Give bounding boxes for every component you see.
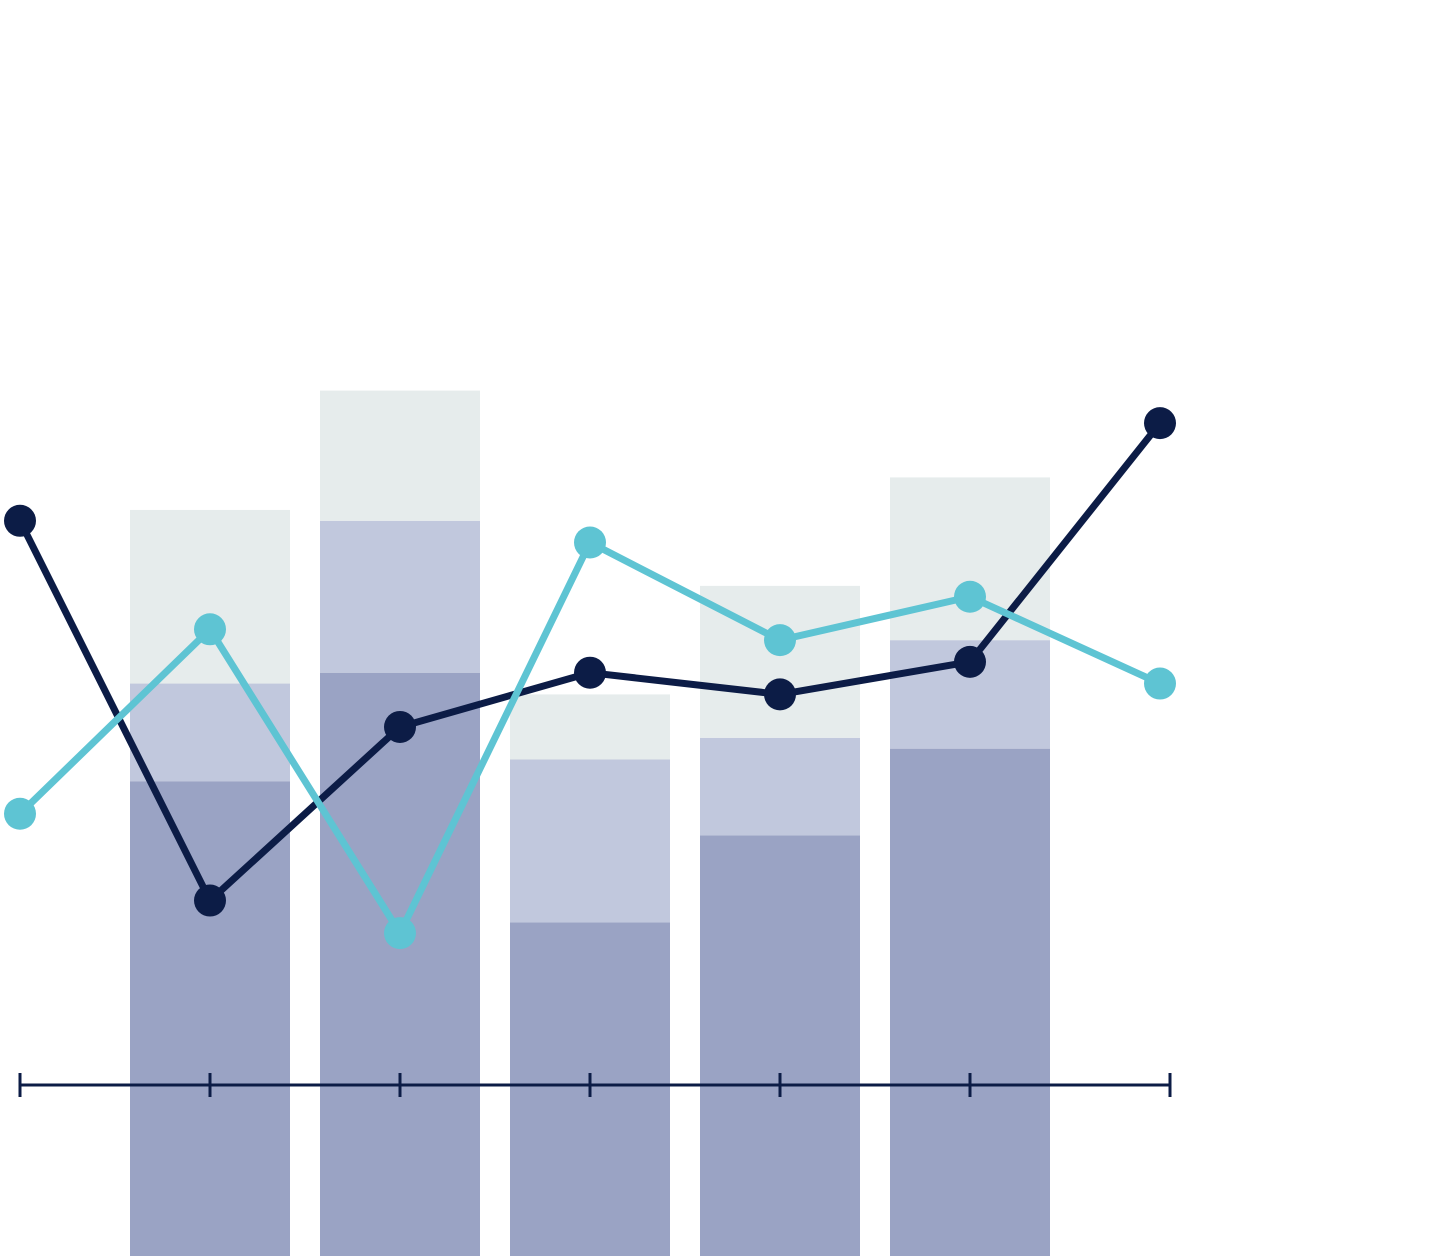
marker-series-dark-6 (1144, 407, 1176, 439)
bar-4-bottom (890, 749, 1050, 1256)
marker-series-cyan-0 (4, 798, 36, 830)
marker-series-cyan-6 (1144, 668, 1176, 700)
bar-3-middle (700, 738, 860, 836)
bar-3-bottom (700, 835, 860, 1256)
bar-0-top (130, 510, 290, 684)
marker-series-cyan-4 (764, 624, 796, 656)
bar-0-middle (130, 684, 290, 782)
marker-series-cyan-3 (574, 527, 606, 559)
marker-series-dark-5 (954, 646, 986, 678)
marker-series-dark-1 (194, 885, 226, 917)
marker-series-cyan-2 (384, 917, 416, 949)
combo-chart (0, 0, 1440, 1256)
marker-series-cyan-5 (954, 581, 986, 613)
bar-2-top (510, 694, 670, 759)
bar-4-top (890, 477, 1050, 640)
bar-1-middle (320, 521, 480, 673)
bar-1-bottom (320, 673, 480, 1256)
bar-1-top (320, 391, 480, 521)
marker-series-dark-2 (384, 711, 416, 743)
marker-series-dark-0 (4, 505, 36, 537)
bars-group (130, 391, 1050, 1256)
marker-series-cyan-1 (194, 613, 226, 645)
chart-svg (0, 0, 1440, 1256)
marker-series-dark-4 (764, 678, 796, 710)
marker-series-dark-3 (574, 657, 606, 689)
bar-2-middle (510, 760, 670, 923)
